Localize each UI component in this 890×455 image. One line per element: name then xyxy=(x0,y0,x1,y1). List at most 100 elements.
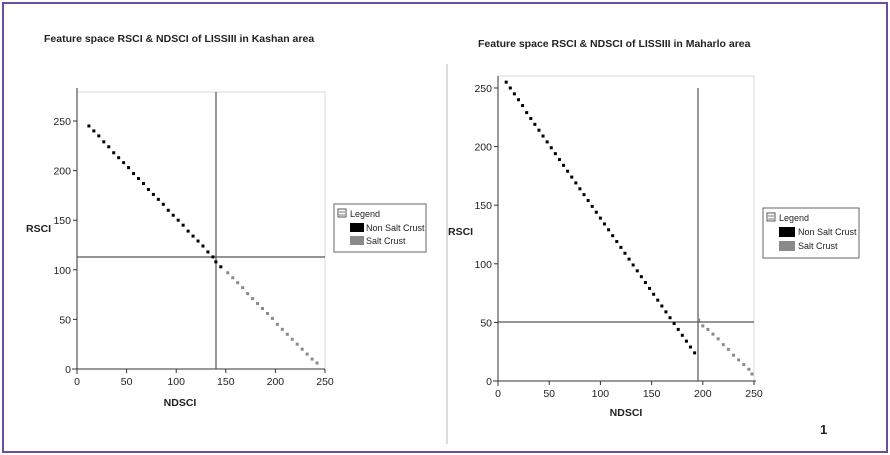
data-point xyxy=(241,286,245,290)
data-point xyxy=(574,181,578,185)
data-point xyxy=(586,199,590,203)
legend-layer-icon xyxy=(337,208,347,218)
data-point xyxy=(582,193,586,197)
y-tick-label: 0 xyxy=(65,364,71,376)
legend: Legend Non Salt Crust Salt Crust xyxy=(333,203,427,253)
data-point xyxy=(747,367,751,371)
data-point xyxy=(181,223,185,227)
x-tick-label: 50 xyxy=(121,376,133,388)
y-tick-label: 100 xyxy=(474,259,492,271)
legend-swatch-non-salt xyxy=(350,223,364,232)
data-point xyxy=(598,216,602,220)
y-tick-label: 250 xyxy=(53,116,71,128)
legend-title: Legend xyxy=(779,213,809,223)
data-point xyxy=(545,140,549,144)
data-point xyxy=(590,204,594,208)
data-point xyxy=(186,229,190,233)
data-point xyxy=(648,286,652,290)
data-point xyxy=(643,281,647,285)
chart-title: Feature space RSCI & NDSCI of LISSIII in… xyxy=(478,38,751,50)
legend-label-non-salt: Non Salt Crust xyxy=(366,223,425,233)
chart-kashan: Feature space RSCI & NDSCI of LISSIII in… xyxy=(26,33,427,409)
data-point xyxy=(521,104,525,108)
y-tick-label: 200 xyxy=(474,142,492,154)
data-point xyxy=(166,208,170,212)
data-point xyxy=(533,122,537,126)
legend-label-non-salt: Non Salt Crust xyxy=(798,227,857,237)
data-point xyxy=(112,151,116,155)
data-point xyxy=(742,363,746,367)
data-point xyxy=(711,332,715,336)
data-point xyxy=(737,358,741,362)
data-point xyxy=(693,351,697,355)
data-point xyxy=(300,347,304,351)
data-point xyxy=(265,311,269,315)
plot-area xyxy=(497,75,755,382)
data-point xyxy=(578,187,582,191)
data-point xyxy=(566,169,570,173)
data-point xyxy=(275,322,279,326)
data-point xyxy=(672,322,676,326)
legend-layer-icon xyxy=(766,212,776,222)
data-point xyxy=(246,292,250,296)
data-point xyxy=(171,213,175,217)
x-tick-label: 100 xyxy=(592,388,610,400)
data-point xyxy=(668,316,672,320)
data-point xyxy=(219,265,223,269)
data-point xyxy=(639,275,643,279)
data-point xyxy=(251,297,255,301)
data-point xyxy=(697,318,701,322)
y-tick-label: 250 xyxy=(474,83,492,95)
data-point xyxy=(562,163,566,167)
x-tick-label: 250 xyxy=(745,388,763,400)
x-tick-label: 250 xyxy=(316,376,334,388)
data-point xyxy=(127,166,131,170)
data-point xyxy=(549,146,553,150)
data-point xyxy=(557,157,561,161)
y-axis-label: RSCI xyxy=(26,223,51,235)
data-point xyxy=(201,244,205,248)
x-axis-label: NDSCI xyxy=(164,397,197,409)
data-point xyxy=(226,271,230,275)
y-tick-label: 150 xyxy=(474,200,492,212)
data-point xyxy=(117,156,121,160)
data-point xyxy=(161,202,165,206)
data-point xyxy=(611,234,615,238)
data-point xyxy=(141,181,145,185)
data-point xyxy=(537,128,541,132)
x-tick-label: 0 xyxy=(495,388,501,400)
data-point xyxy=(256,302,260,306)
data-point xyxy=(607,228,611,232)
data-point xyxy=(97,134,101,138)
y-tick-label: 100 xyxy=(53,265,71,277)
legend-swatch-salt xyxy=(779,241,795,251)
data-point xyxy=(196,239,200,243)
data-point xyxy=(570,175,574,179)
data-point xyxy=(732,353,736,357)
y-tick-label: 50 xyxy=(59,314,71,326)
data-point xyxy=(122,161,126,165)
page-number: 1 xyxy=(820,422,827,437)
data-point xyxy=(87,124,91,128)
data-point xyxy=(750,372,754,376)
data-point xyxy=(680,333,684,337)
data-point xyxy=(619,245,623,249)
data-point xyxy=(146,187,150,191)
data-point xyxy=(652,292,656,296)
x-tick-label: 150 xyxy=(643,388,661,400)
data-point xyxy=(504,80,508,84)
data-point xyxy=(721,343,725,347)
data-point xyxy=(92,129,96,133)
legend-title: Legend xyxy=(350,209,380,219)
x-tick-label: 100 xyxy=(167,376,185,388)
data-point xyxy=(706,327,710,331)
x-tick-label: 200 xyxy=(694,388,712,400)
data-point xyxy=(151,192,155,196)
data-point xyxy=(623,251,627,255)
data-point xyxy=(594,210,598,214)
x-tick-label: 150 xyxy=(217,376,235,388)
data-point xyxy=(102,140,106,144)
data-point xyxy=(553,152,557,156)
y-tick-label: 0 xyxy=(486,376,492,388)
x-axis-label: NDSCI xyxy=(610,407,643,419)
